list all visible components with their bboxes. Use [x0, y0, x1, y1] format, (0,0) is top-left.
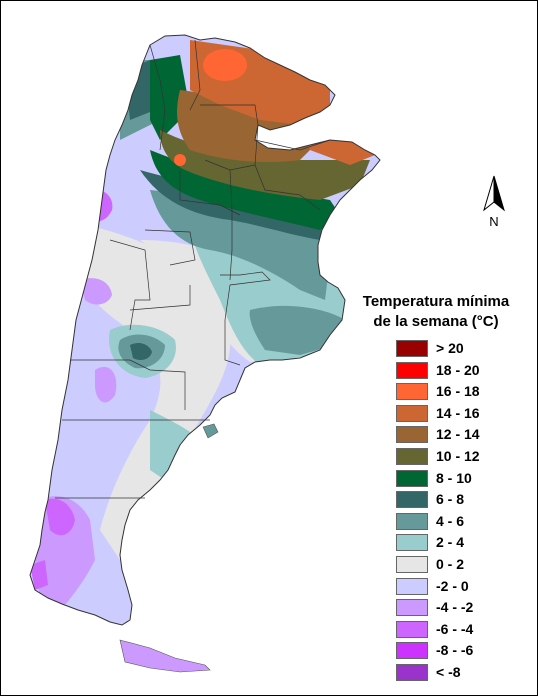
legend-label: 14 - 16: [436, 404, 480, 421]
legend-label: 0 - 2: [436, 556, 465, 572]
legend-label: 4 - 6: [436, 512, 465, 529]
peninsula-valdes: [202, 423, 219, 439]
legend-label: -8 - -6: [436, 642, 474, 659]
legend-label: -4 - -2: [436, 599, 474, 616]
legend-label: 2 - 4: [436, 534, 465, 551]
legend-swatch: [396, 448, 428, 465]
legend-swatch: [396, 620, 428, 638]
legend-title-line1: Temperatura mínima: [362, 293, 510, 310]
legend-item: -8 - -6: [396, 640, 526, 662]
legend-item: 10 - 12: [396, 446, 526, 468]
legend-swatch: [396, 642, 428, 660]
legend-swatch: [396, 383, 428, 401]
legend-swatch: [396, 512, 428, 530]
legend-item: -6 - -4: [396, 619, 526, 641]
legend-item: > 20: [396, 338, 526, 360]
legend-item: -4 - -2: [396, 597, 526, 619]
legend-label: -2 - 0: [436, 577, 469, 594]
legend-label: < -8: [436, 664, 461, 680]
legend-swatch: [396, 361, 428, 379]
legend-item: 18 - 20: [396, 360, 526, 382]
tierra-del-fuego: [119, 639, 211, 673]
legend-item: 12 - 14: [396, 424, 526, 446]
legend-title-line2: de la semana (°C): [373, 313, 499, 330]
legend-label: 18 - 20: [436, 361, 480, 378]
legend-swatch: [396, 491, 428, 509]
legend-title: Temperatura mínima de la semana (°C): [346, 292, 526, 332]
legend-item: 14 - 16: [396, 403, 526, 425]
legend-label: 6 - 8: [436, 491, 465, 508]
legend-label: 16 - 18: [436, 383, 480, 400]
north-arrow-icon: N: [483, 175, 505, 229]
legend-swatch: [396, 469, 428, 487]
legend-swatch: [396, 426, 428, 444]
legend-swatch: [396, 556, 428, 573]
province-borders: [55, 39, 331, 499]
legend-item: 16 - 18: [396, 381, 526, 403]
legend-item: 6 - 8: [396, 489, 526, 511]
north-label: N: [489, 214, 498, 229]
legend-swatch: [396, 534, 428, 552]
legend-label: 10 - 12: [436, 448, 480, 464]
legend-swatch: [396, 404, 428, 422]
legend-label: > 20: [436, 340, 464, 356]
legend-item: 0 - 2: [396, 554, 526, 576]
legend-swatch: [396, 599, 428, 617]
legend-swatch: [396, 577, 428, 595]
legend-item: 2 - 4: [396, 532, 526, 554]
legend-label: 12 - 14: [436, 426, 480, 443]
legend-swatch: [396, 340, 428, 357]
legend-label: -6 - -4: [436, 620, 474, 637]
legend-item: -2 - 0: [396, 576, 526, 598]
legend-item: 8 - 10: [396, 468, 526, 490]
legend-item: 4 - 6: [396, 511, 526, 533]
legend-item: < -8: [396, 662, 526, 684]
legend-label: 8 - 10: [436, 469, 472, 486]
legend-swatch: [396, 664, 428, 681]
